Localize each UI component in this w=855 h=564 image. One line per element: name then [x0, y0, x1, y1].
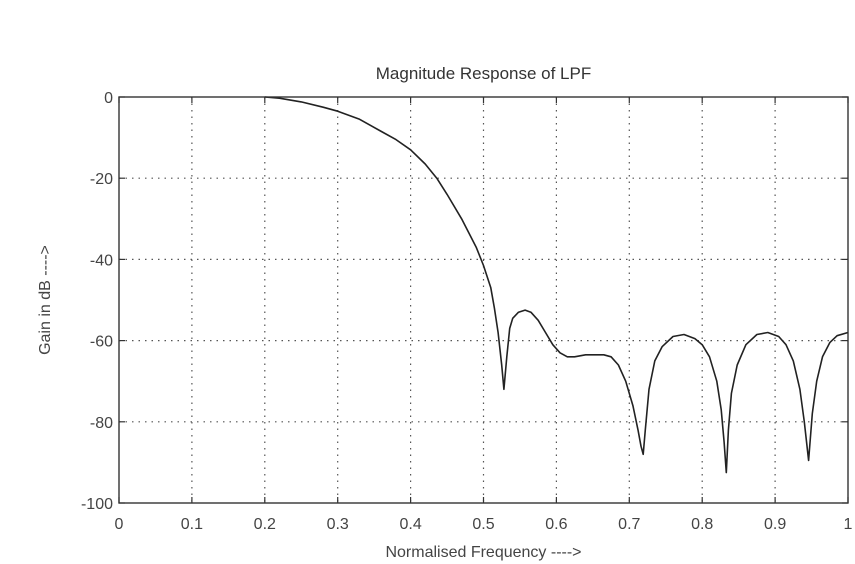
y-tick-label: -40: [90, 252, 113, 269]
x-tick-label: 0.5: [472, 516, 494, 533]
grid-lines: [119, 97, 848, 503]
y-tick-label: -20: [90, 171, 113, 188]
y-tick-label: -100: [81, 496, 113, 513]
x-tick-label: 0.6: [545, 516, 567, 533]
x-tick-label: 0.4: [399, 516, 421, 533]
x-tick-label: 0: [115, 516, 124, 533]
x-tick-labels: 0 0.1 0.2 0.3 0.4 0.5 0.6 0.7 0.8 0.9 1: [115, 516, 853, 533]
y-tick-label: -60: [90, 334, 113, 351]
y-axis-label: Gain in dB ---->: [37, 245, 54, 355]
x-tick-label: 1: [844, 516, 853, 533]
y-tick-label: -80: [90, 415, 113, 432]
x-tick-label: 0.7: [618, 516, 640, 533]
magnitude-response-curve: [264, 96, 849, 474]
x-axis-label: Normalised Frequency ---->: [385, 544, 581, 561]
x-tick-label: 0.3: [327, 516, 349, 533]
y-tick-label: 0: [104, 90, 113, 107]
y-tick-labels: 0 -20 -40 -60 -80 -100: [81, 90, 113, 513]
chart-title: Magnitude Response of LPF: [376, 64, 591, 83]
x-tick-label: 0.8: [691, 516, 713, 533]
x-tick-label: 0.9: [764, 516, 786, 533]
x-tick-label: 0.2: [254, 516, 276, 533]
axis-ticks: [118, 96, 849, 504]
x-tick-label: 0.1: [181, 516, 203, 533]
